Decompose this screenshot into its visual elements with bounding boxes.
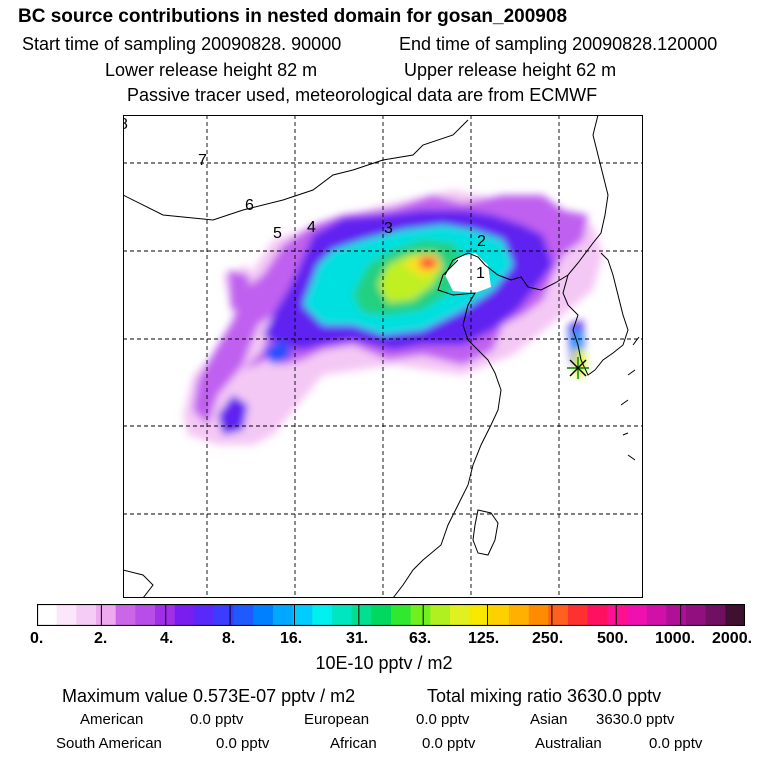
coastline-korea-west (562, 274, 596, 376)
colorbar-cell (410, 604, 431, 626)
colorbar-cell (430, 604, 451, 626)
colorbar-tick-2: 4. (160, 630, 174, 647)
colorbar-cells (37, 604, 745, 626)
region-value-australian: 0.0 pptv (649, 735, 703, 752)
colorbar-cell (135, 604, 156, 626)
colorbar-cell (371, 604, 392, 626)
colorbar-tick-11: 2000. (712, 630, 753, 647)
colorbar-cell (725, 604, 745, 626)
colorbar-cell (194, 604, 215, 626)
start-time-label: Start time of sampling 20090828. 90000 (22, 34, 342, 54)
trajectory-label-2: 2 (477, 233, 486, 250)
trajectory-label-3: 3 (384, 220, 393, 237)
max-value-label: Maximum value 0.573E-07 pptv / m2 (62, 686, 356, 706)
region-name-african: African (330, 735, 377, 752)
total-mixing-label: Total mixing ratio 3630.0 pptv (427, 686, 662, 706)
lat-lon-grid (123, 115, 643, 598)
coastline-korea-east (594, 252, 629, 371)
region-name-american: American (80, 711, 144, 728)
colorbar-cell (627, 604, 648, 626)
colorbar-cell (351, 604, 372, 626)
region-value-european: 0.0 pptv (416, 711, 470, 728)
colorbar-cell (607, 604, 628, 626)
colorbar-cell (96, 604, 117, 626)
source-contribution-map: 1 2 3 4 5 6 7 8 (123, 115, 643, 598)
region-value-south-american: 0.0 pptv (216, 735, 270, 752)
colorbar-cell (705, 604, 726, 626)
colorbar-cell (469, 604, 490, 626)
region-value-asian: 3630.0 pptv (596, 711, 675, 728)
plot-title: BC source contributions in nested domain… (18, 6, 568, 27)
colorbar-cell (391, 604, 412, 626)
coastline-bohai (444, 252, 486, 276)
colorbar-cell (273, 604, 294, 626)
concentration-field (183, 190, 603, 445)
coastline-liaodong (484, 115, 609, 291)
colorbar-cell (253, 604, 274, 626)
trajectory-label-4: 4 (307, 219, 316, 236)
colorbar-cell (568, 604, 589, 626)
coastline-japan-islands (620, 336, 640, 461)
colorbar-cell (115, 604, 136, 626)
trajectory-labels: 1 2 3 4 5 6 7 8 (123, 116, 486, 282)
lower-release-label: Lower release height 82 m (105, 60, 318, 80)
coastline-hainan (123, 569, 154, 598)
bohai-sea-area (445, 253, 491, 293)
colorbar-cell (332, 604, 353, 626)
trajectory-label-7: 7 (198, 152, 207, 169)
coastline-taiwan (472, 509, 499, 556)
colorbar-cell (214, 604, 235, 626)
field-level-2b (228, 270, 253, 310)
colorbar-cell (666, 604, 687, 626)
colorbar-cell (76, 604, 97, 626)
trajectory-label-8: 8 (123, 116, 128, 133)
colorbar-tick-0: 0. (30, 630, 44, 647)
trajectory-label-1: 1 (476, 265, 485, 282)
colorbar-dividers (100, 604, 682, 626)
colorbar-cell (56, 604, 77, 626)
colorbar-tick-6: 63. (409, 630, 432, 647)
colorbar-cell (174, 604, 195, 626)
tracer-note: Passive tracer used, meteorological data… (127, 85, 598, 105)
colorbar-tick-9: 500. (597, 630, 629, 647)
colorbar-cell (548, 604, 569, 626)
colorbar-tick-3: 8. (222, 630, 236, 647)
colorbar-cell (509, 604, 530, 626)
receptor-star-icon (567, 357, 589, 379)
colorbar-cell (450, 604, 471, 626)
colorbar (37, 604, 745, 626)
end-time-label: End time of sampling 20090828.120000 (399, 34, 718, 54)
region-name-asian: Asian (530, 711, 568, 728)
colorbar-tick-4: 16. (280, 630, 303, 647)
colorbar-unit: 10E-10 pptv / m2 (315, 653, 453, 673)
field-level-4b (263, 340, 293, 365)
colorbar-cell (292, 604, 313, 626)
region-name-australian: Australian (535, 735, 602, 752)
region-name-european: European (304, 711, 370, 728)
colorbar-cell (312, 604, 333, 626)
colorbar-cell (686, 604, 707, 626)
colorbar-tick-1: 2. (94, 630, 108, 647)
colorbar-tick-10: 1000. (655, 630, 696, 647)
colorbar-tick-7: 125. (468, 630, 500, 647)
trajectory-label-5: 5 (273, 225, 282, 242)
colorbar-cell (528, 604, 549, 626)
colorbar-tick-5: 31. (346, 630, 369, 647)
field-peak (419, 257, 437, 269)
colorbar-cell (587, 604, 608, 626)
colorbar-cell (233, 604, 254, 626)
upper-release-label: Upper release height 62 m (404, 60, 617, 80)
region-value-american: 0.0 pptv (190, 711, 244, 728)
region-name-south-american: South American (56, 735, 162, 752)
trajectory-label-6: 6 (245, 197, 254, 214)
region-value-african: 0.0 pptv (422, 735, 476, 752)
colorbar-cell (155, 604, 176, 626)
colorbar-tick-8: 250. (532, 630, 564, 647)
colorbar-cell (37, 604, 58, 626)
coastline-northern-border (123, 119, 469, 221)
field-level-3b (218, 395, 248, 435)
colorbar-cell (646, 604, 667, 626)
colorbar-cell (489, 604, 510, 626)
